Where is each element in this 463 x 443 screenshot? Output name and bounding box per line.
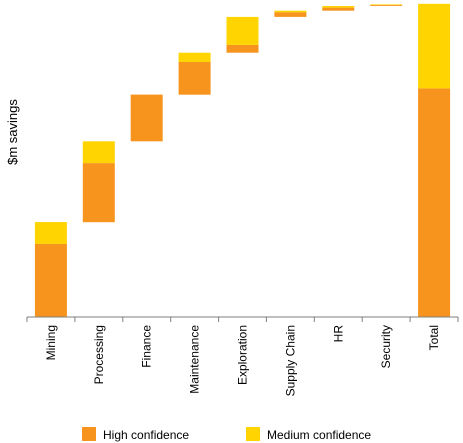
x-tick-label-mining: Mining bbox=[44, 325, 58, 360]
x-tick-label-total: Total bbox=[427, 325, 441, 350]
bar-medium-maintenance bbox=[178, 52, 211, 62]
bar-medium-total bbox=[418, 3, 451, 89]
bar-high-exploration bbox=[226, 44, 259, 53]
bar-high-finance bbox=[130, 94, 163, 142]
bar-high-maintenance bbox=[178, 62, 211, 95]
bar-medium-mining bbox=[34, 222, 67, 244]
legend: High confidence Medium confidence bbox=[82, 427, 371, 442]
x-tick-labels-group: Mining Processing Finance Maintenance Explor… bbox=[44, 325, 441, 397]
bar-high-processing bbox=[82, 163, 115, 223]
x-tick-label-supply-chain: Supply Chain bbox=[283, 325, 297, 396]
x-tick-label-hr: HR bbox=[331, 325, 345, 343]
bar-high-hr bbox=[322, 7, 355, 11]
x-tick-label-maintenance: Maintenance bbox=[188, 325, 202, 394]
legend-swatch-high bbox=[82, 427, 96, 441]
bar-high-supply-chain bbox=[274, 12, 307, 17]
x-tick-label-exploration: Exploration bbox=[236, 325, 250, 385]
bar-medium-processing bbox=[82, 141, 115, 164]
bars-group bbox=[34, 3, 451, 318]
legend-swatch-medium bbox=[246, 427, 260, 441]
x-tick-label-security: Security bbox=[379, 325, 393, 368]
x-tick-label-processing: Processing bbox=[92, 325, 106, 384]
x-ticks-group bbox=[26, 317, 459, 322]
bar-high-security bbox=[370, 5, 403, 6]
bar-medium-hr bbox=[322, 6, 355, 8]
y-axis-label: $m savings bbox=[5, 99, 20, 165]
bar-medium-security bbox=[370, 4, 403, 5]
bar-medium-supply-chain bbox=[274, 10, 307, 13]
bar-high-total bbox=[418, 88, 451, 318]
bar-medium-exploration bbox=[226, 16, 259, 45]
legend-label-medium: Medium confidence bbox=[267, 428, 371, 442]
x-tick-label-finance: Finance bbox=[140, 325, 154, 368]
bar-high-mining bbox=[34, 243, 67, 317]
legend-label-high: High confidence bbox=[103, 428, 189, 442]
